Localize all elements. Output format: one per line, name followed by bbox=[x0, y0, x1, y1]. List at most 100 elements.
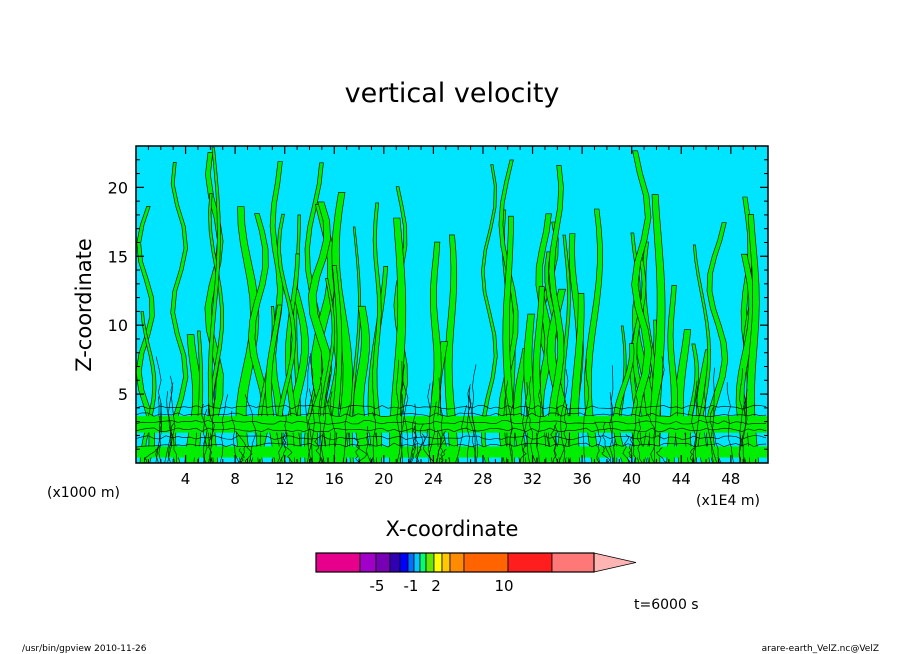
x-units-right: (x1E4 m) bbox=[696, 493, 760, 509]
contour-line bbox=[524, 376, 532, 464]
contour-line bbox=[521, 382, 528, 464]
colorbar-segment bbox=[389, 552, 401, 573]
colorbar-segment bbox=[463, 552, 509, 573]
contour-line bbox=[601, 446, 611, 464]
contour-line bbox=[602, 422, 612, 464]
colorbar-tick-label: 10 bbox=[494, 577, 513, 595]
contour-line bbox=[202, 408, 208, 464]
contour-line bbox=[526, 406, 537, 464]
contour-lines bbox=[135, 353, 767, 464]
contour-line bbox=[509, 402, 514, 464]
contour-line bbox=[594, 421, 602, 464]
x-tick-label: 16 bbox=[325, 470, 344, 488]
contour-line bbox=[208, 408, 215, 464]
x-tick-label: 48 bbox=[721, 470, 740, 488]
x-tick-label: 24 bbox=[424, 470, 443, 488]
x-tick-label: 32 bbox=[523, 470, 542, 488]
contour-line bbox=[428, 401, 437, 464]
x-tick-label: 40 bbox=[622, 470, 641, 488]
y-axis-label: Z-coordinate bbox=[72, 238, 96, 372]
y-tick-label: 10 bbox=[108, 316, 128, 335]
colorbar bbox=[315, 552, 637, 573]
footer-right: arare-earth_VelZ.nc@VelZ bbox=[762, 644, 879, 654]
contour-line bbox=[279, 431, 287, 464]
colorbar-segment bbox=[425, 552, 435, 573]
colorbar-tick-label: -1 bbox=[404, 577, 419, 595]
contour-line bbox=[144, 444, 162, 464]
contour-line bbox=[689, 447, 695, 464]
colorbar-segment bbox=[433, 552, 443, 573]
contour-line bbox=[170, 422, 178, 464]
contour-line bbox=[238, 448, 245, 464]
contour-line bbox=[692, 385, 700, 464]
contour-line bbox=[135, 435, 767, 440]
boundary-band bbox=[136, 416, 768, 433]
contour-line bbox=[656, 447, 668, 464]
colorbar-tick-label: -5 bbox=[370, 577, 385, 595]
contour-line bbox=[582, 358, 590, 464]
colorbar-arrow bbox=[593, 552, 637, 573]
colorbar-segment bbox=[419, 552, 427, 573]
contour-line bbox=[276, 414, 287, 464]
x-axis: 4 8 12 16 20 24 28 32 36 40 44 48 bbox=[147, 146, 757, 488]
contour-line bbox=[314, 438, 321, 464]
contour-line bbox=[629, 434, 637, 464]
contour-line bbox=[135, 427, 767, 433]
colorbar-segment bbox=[441, 552, 451, 573]
contour-line bbox=[230, 410, 240, 464]
x-tick-label: 4 bbox=[181, 470, 191, 488]
contour-line bbox=[738, 388, 748, 464]
contour-line bbox=[283, 442, 294, 464]
x-tick-label: 28 bbox=[473, 470, 492, 488]
contour-line bbox=[135, 404, 767, 410]
contour-line bbox=[558, 404, 568, 464]
contour-line bbox=[609, 392, 614, 464]
contour-line bbox=[321, 374, 331, 464]
y-axis: 5 10 15 20 bbox=[108, 159, 768, 450]
plot-area bbox=[135, 145, 769, 464]
x-units-left: (x1000 m) bbox=[47, 485, 120, 501]
contour-line bbox=[738, 368, 743, 464]
contour-line bbox=[415, 423, 424, 464]
colorbar-segment bbox=[375, 552, 391, 573]
contour-line bbox=[308, 388, 313, 464]
contour-line bbox=[560, 369, 569, 464]
contour-line bbox=[135, 442, 767, 448]
contour-line bbox=[219, 394, 228, 464]
plot-frame bbox=[135, 145, 769, 464]
contour-line bbox=[307, 353, 316, 464]
contour-line bbox=[647, 413, 656, 464]
contour-line bbox=[427, 383, 432, 464]
colorbar-tick-label: 2 bbox=[431, 577, 441, 595]
contour-line bbox=[455, 404, 467, 464]
colorbar-segment bbox=[315, 552, 361, 573]
colorbar-segment bbox=[413, 552, 421, 573]
contour-line bbox=[135, 412, 767, 418]
contour-line bbox=[318, 377, 323, 464]
time-label: t=6000 s bbox=[634, 597, 699, 613]
contour-line bbox=[467, 386, 477, 464]
contour-line bbox=[472, 364, 479, 464]
colorbar-segment bbox=[407, 552, 415, 573]
contour-line bbox=[235, 430, 246, 464]
contour-line bbox=[244, 444, 253, 464]
contour-line bbox=[355, 446, 367, 464]
contour-line bbox=[329, 391, 336, 464]
contour-line bbox=[703, 390, 718, 464]
contour-line bbox=[439, 430, 446, 464]
x-tick-label: 12 bbox=[275, 470, 294, 488]
y-tick-label: 20 bbox=[108, 178, 128, 197]
contour-line bbox=[710, 367, 715, 464]
y-tick-label: 15 bbox=[108, 247, 128, 266]
colorbar-labels: -5 -1 2 10 bbox=[370, 577, 514, 595]
y-tick-label: 5 bbox=[118, 385, 128, 404]
colorbar-segment bbox=[359, 552, 377, 573]
velocity-field bbox=[135, 147, 768, 464]
contour-line bbox=[622, 434, 631, 464]
x-tick-label: 20 bbox=[374, 470, 393, 488]
x-axis-label: X-coordinate bbox=[386, 517, 519, 541]
contour-line bbox=[372, 412, 376, 464]
contour-line bbox=[439, 448, 447, 464]
contour-line bbox=[466, 384, 471, 464]
